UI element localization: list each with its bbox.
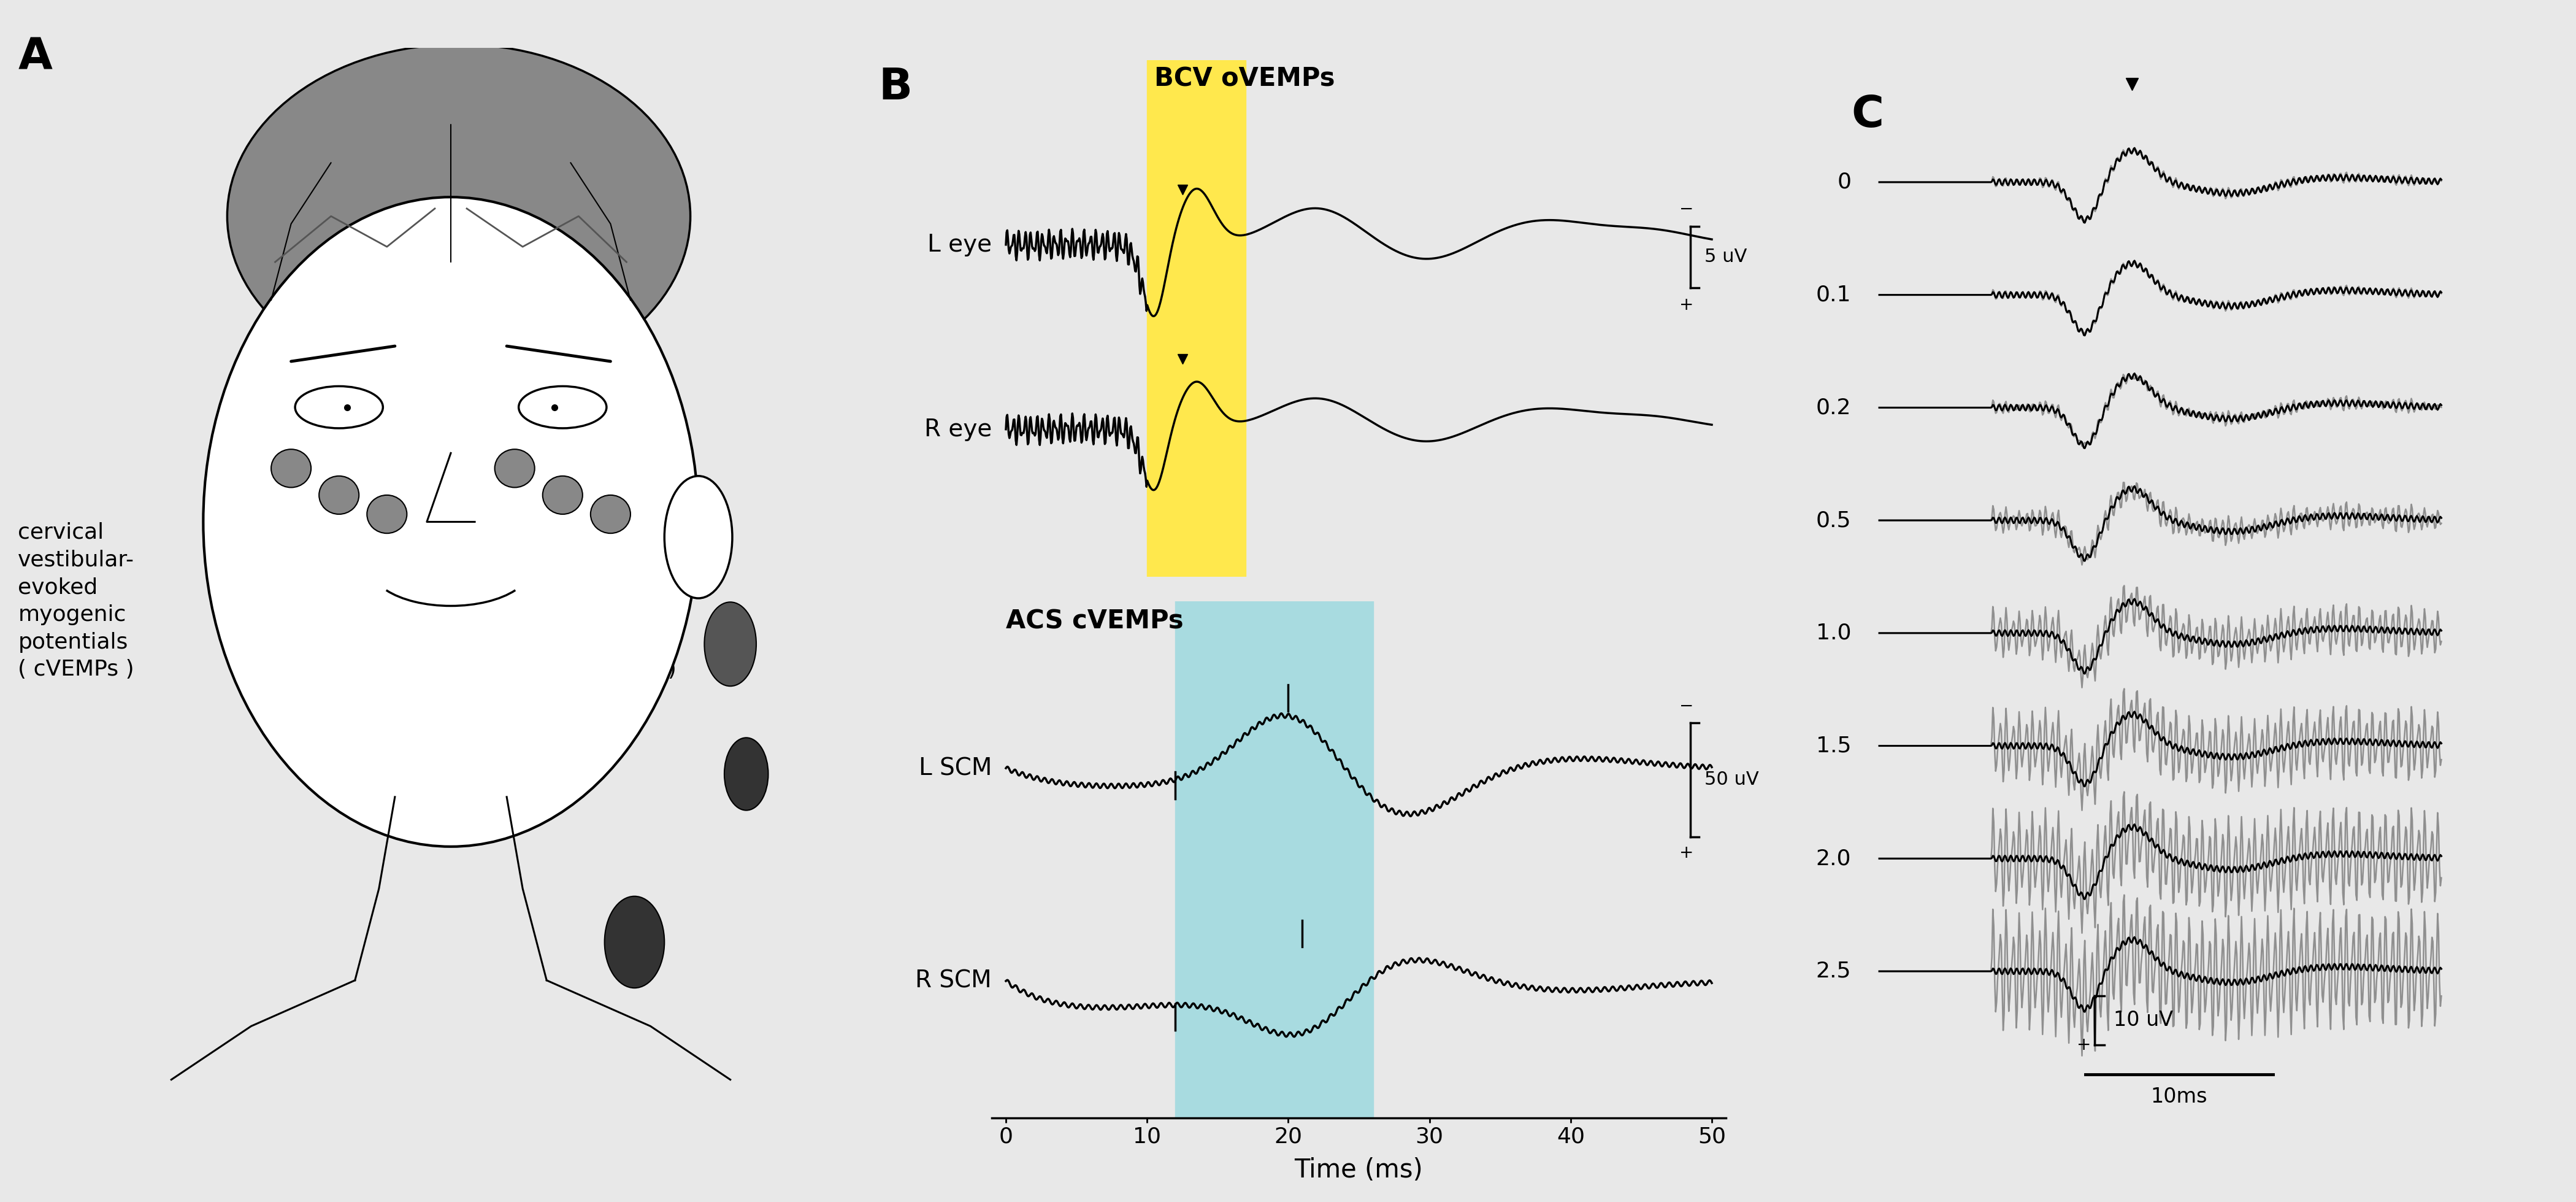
Text: 2.0: 2.0 [1816, 849, 1852, 869]
Ellipse shape [724, 738, 768, 810]
Text: R eye: R eye [925, 417, 992, 441]
Text: 50 uV: 50 uV [1705, 770, 1759, 789]
Circle shape [495, 450, 536, 488]
Text: 0.5: 0.5 [1816, 510, 1852, 531]
Text: C: C [1852, 94, 1883, 136]
Circle shape [366, 495, 407, 534]
Ellipse shape [518, 386, 605, 428]
Text: 0: 0 [1837, 172, 1852, 192]
Ellipse shape [227, 44, 690, 388]
Circle shape [270, 450, 312, 488]
Ellipse shape [703, 602, 757, 686]
Text: BCV oVEMPs: BCV oVEMPs [1154, 66, 1334, 93]
Ellipse shape [605, 897, 665, 988]
Text: B: B [878, 66, 912, 108]
Text: −: − [1680, 698, 1692, 715]
Ellipse shape [204, 197, 698, 846]
Text: L eye: L eye [927, 233, 992, 256]
Text: −: − [1680, 201, 1692, 218]
X-axis label: Time (ms): Time (ms) [1296, 1158, 1422, 1183]
Text: 5 uV: 5 uV [1705, 248, 1747, 266]
Text: 10ms: 10ms [2151, 1087, 2208, 1107]
Text: L SCM: L SCM [920, 756, 992, 780]
Text: 10 uV: 10 uV [2112, 1010, 2174, 1030]
Circle shape [590, 495, 631, 534]
Ellipse shape [665, 476, 732, 599]
Text: ACS cVEMPs: ACS cVEMPs [1005, 608, 1182, 635]
Text: 1.5: 1.5 [1816, 736, 1852, 756]
Text: 0.1: 0.1 [1816, 285, 1852, 305]
Text: ocular
vestibular-
evoked
myogenic
potentials
( oVEMPs ): ocular vestibular- evoked myogenic poten… [559, 522, 677, 680]
Ellipse shape [296, 386, 384, 428]
Text: 2.5: 2.5 [1816, 960, 1852, 982]
Circle shape [319, 476, 358, 514]
Bar [1175, 601, 1373, 1118]
Bar [1146, 60, 1247, 577]
Text: 0.2: 0.2 [1816, 397, 1852, 418]
Text: A: A [18, 36, 52, 78]
Text: 1.0: 1.0 [1816, 623, 1852, 643]
Text: +: + [1680, 297, 1692, 314]
Text: R SCM: R SCM [914, 969, 992, 993]
Circle shape [544, 476, 582, 514]
Text: cervical
vestibular-
evoked
myogenic
potentials
( cVEMPs ): cervical vestibular- evoked myogenic pot… [18, 522, 134, 680]
Text: +: + [2076, 1036, 2092, 1053]
Text: +: + [1680, 844, 1692, 862]
